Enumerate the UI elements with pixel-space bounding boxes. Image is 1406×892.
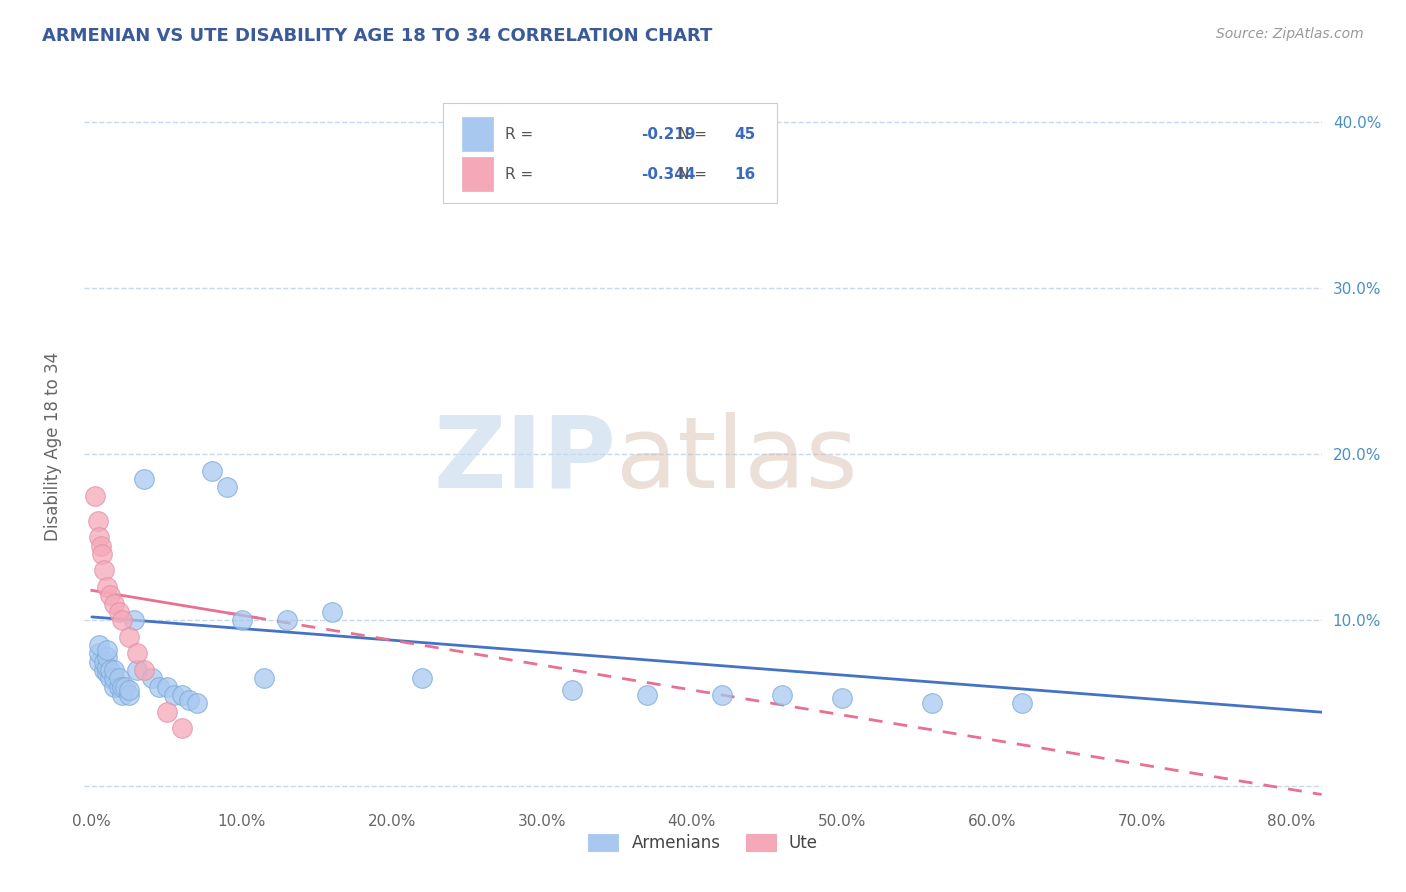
Point	[186, 696, 208, 710]
Text: 45: 45	[734, 127, 755, 142]
Point	[201, 464, 224, 478]
Text: N =: N =	[678, 167, 711, 182]
Point	[831, 691, 853, 706]
Point	[108, 680, 131, 694]
Point	[118, 688, 141, 702]
Text: -0.344: -0.344	[641, 167, 696, 182]
Point	[141, 671, 163, 685]
Point	[108, 671, 131, 685]
Point	[411, 671, 433, 685]
Point	[163, 688, 186, 702]
Point	[96, 580, 118, 594]
FancyBboxPatch shape	[443, 103, 778, 203]
Point	[91, 547, 114, 561]
Point	[156, 705, 179, 719]
Point	[83, 489, 105, 503]
Point	[98, 588, 121, 602]
Point	[125, 663, 148, 677]
Point	[134, 472, 156, 486]
Point	[770, 688, 793, 702]
Text: R =: R =	[505, 167, 538, 182]
Point	[321, 605, 343, 619]
Text: R =: R =	[505, 127, 538, 142]
Point	[90, 539, 112, 553]
Text: 16: 16	[734, 167, 755, 182]
Point	[170, 721, 193, 735]
Y-axis label: Disability Age 18 to 34: Disability Age 18 to 34	[44, 351, 62, 541]
Text: ZIP: ZIP	[433, 412, 616, 508]
Point	[96, 643, 118, 657]
Point	[636, 688, 658, 702]
Point	[148, 680, 170, 694]
Point	[96, 649, 118, 664]
Point	[253, 671, 276, 685]
Point	[98, 663, 121, 677]
Text: ARMENIAN VS UTE DISABILITY AGE 18 TO 34 CORRELATION CHART: ARMENIAN VS UTE DISABILITY AGE 18 TO 34 …	[42, 27, 713, 45]
Text: Source: ZipAtlas.com: Source: ZipAtlas.com	[1216, 27, 1364, 41]
Point	[111, 680, 134, 694]
Point	[103, 663, 125, 677]
Point	[103, 671, 125, 685]
Point	[87, 514, 110, 528]
Text: atlas: atlas	[616, 412, 858, 508]
Point	[93, 655, 115, 669]
Point	[134, 663, 156, 677]
Text: N =: N =	[678, 127, 711, 142]
FancyBboxPatch shape	[461, 117, 492, 152]
Point	[1011, 696, 1033, 710]
Legend: Armenians, Ute: Armenians, Ute	[582, 827, 824, 859]
Point	[710, 688, 733, 702]
Point	[111, 688, 134, 702]
Point	[89, 647, 111, 661]
Point	[122, 613, 145, 627]
Point	[114, 680, 136, 694]
Point	[103, 597, 125, 611]
Point	[170, 688, 193, 702]
Point	[89, 655, 111, 669]
Point	[96, 666, 118, 681]
Point	[111, 613, 134, 627]
Point	[89, 638, 111, 652]
Point	[231, 613, 253, 627]
Text: -0.219: -0.219	[641, 127, 696, 142]
Point	[156, 680, 179, 694]
Point	[118, 682, 141, 697]
Point	[215, 481, 238, 495]
Point	[276, 613, 298, 627]
Point	[96, 659, 118, 673]
Point	[179, 693, 201, 707]
Point	[118, 630, 141, 644]
Point	[103, 680, 125, 694]
Point	[108, 605, 131, 619]
Point	[561, 682, 583, 697]
Point	[93, 663, 115, 677]
FancyBboxPatch shape	[461, 157, 492, 191]
Point	[93, 564, 115, 578]
Point	[98, 671, 121, 685]
Point	[921, 696, 943, 710]
Point	[89, 530, 111, 544]
Point	[125, 647, 148, 661]
